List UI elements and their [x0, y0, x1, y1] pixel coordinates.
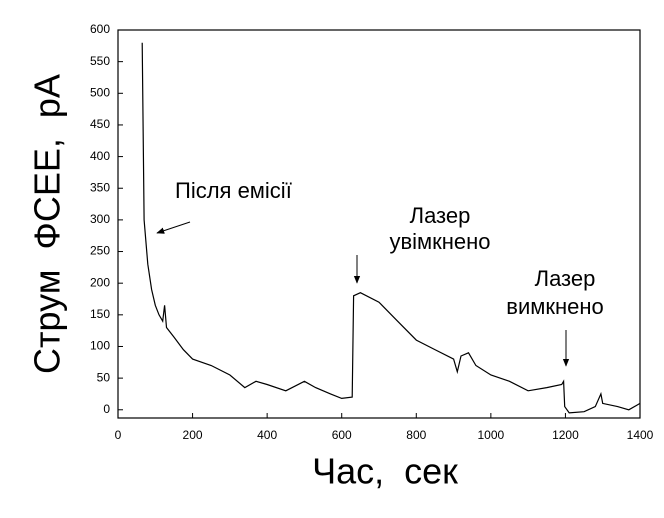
x-tick-label: 400: [257, 428, 277, 442]
x-tick-label: 800: [406, 428, 426, 442]
y-tick-label: 100: [90, 339, 110, 353]
x-axis-label: Час, сек: [312, 451, 458, 492]
x-tick-label: 1400: [627, 428, 654, 442]
y-tick-label: 500: [90, 85, 110, 99]
x-tick-label: 1200: [552, 428, 579, 442]
y-tick-label: 0: [103, 402, 110, 416]
x-tick-label: 0: [115, 428, 122, 442]
annotation: увімкнено: [389, 229, 490, 254]
x-tick-label: 1000: [478, 428, 505, 442]
y-tick-label: 250: [90, 244, 110, 258]
y-tick-label: 550: [90, 54, 110, 68]
y-tick-label: 350: [90, 180, 110, 194]
annotation-arrow: [156, 221, 191, 234]
annotation: Після емісії: [175, 178, 292, 203]
annotation: Лазер: [535, 266, 596, 291]
plot-frame: [117, 29, 641, 419]
x-tick-label: 200: [183, 428, 203, 442]
x-tick-label: 600: [332, 428, 352, 442]
y-tick-label: 50: [97, 370, 111, 384]
annotation: Лазер: [410, 203, 471, 228]
y-tick-label: 150: [90, 307, 110, 321]
y-tick-label: 400: [90, 149, 110, 163]
y-tick-label: 200: [90, 275, 110, 289]
annotation: вимкнено: [506, 294, 604, 319]
y-tick-label: 300: [90, 212, 110, 226]
y-axis-label: Струм ФСЕЕ, pA: [27, 74, 68, 374]
y-tick-label: 600: [90, 22, 110, 36]
y-tick-label: 450: [90, 117, 110, 131]
data-line: [141, 42, 641, 414]
